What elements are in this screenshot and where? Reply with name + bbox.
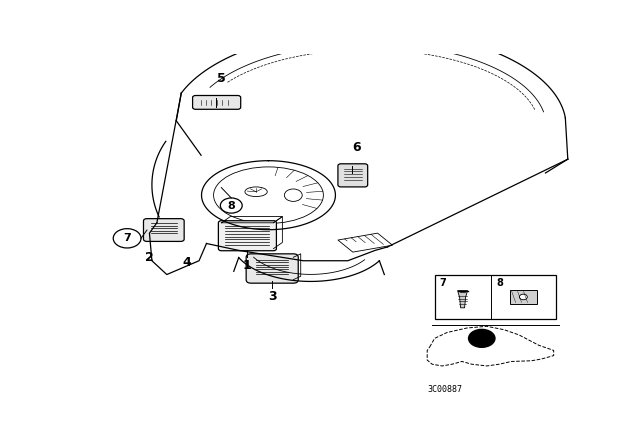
Bar xyxy=(509,290,537,304)
Text: 7: 7 xyxy=(124,233,131,243)
Text: 1: 1 xyxy=(243,259,252,272)
Circle shape xyxy=(113,228,141,248)
Text: 7: 7 xyxy=(440,278,446,288)
Text: 8: 8 xyxy=(497,278,504,288)
FancyBboxPatch shape xyxy=(338,164,368,187)
Text: 3: 3 xyxy=(268,290,276,303)
Text: 4: 4 xyxy=(182,255,191,268)
FancyBboxPatch shape xyxy=(143,219,184,241)
Circle shape xyxy=(520,294,527,300)
Circle shape xyxy=(468,329,495,348)
Text: 8: 8 xyxy=(227,201,235,211)
Polygon shape xyxy=(458,291,468,308)
Text: 5: 5 xyxy=(217,72,226,85)
Circle shape xyxy=(220,198,242,213)
Text: 2: 2 xyxy=(145,251,154,264)
Text: 3C00887: 3C00887 xyxy=(427,384,462,393)
Text: 6: 6 xyxy=(353,141,361,154)
FancyBboxPatch shape xyxy=(193,95,241,109)
FancyBboxPatch shape xyxy=(246,254,298,283)
FancyBboxPatch shape xyxy=(218,221,276,251)
Bar xyxy=(435,275,556,319)
